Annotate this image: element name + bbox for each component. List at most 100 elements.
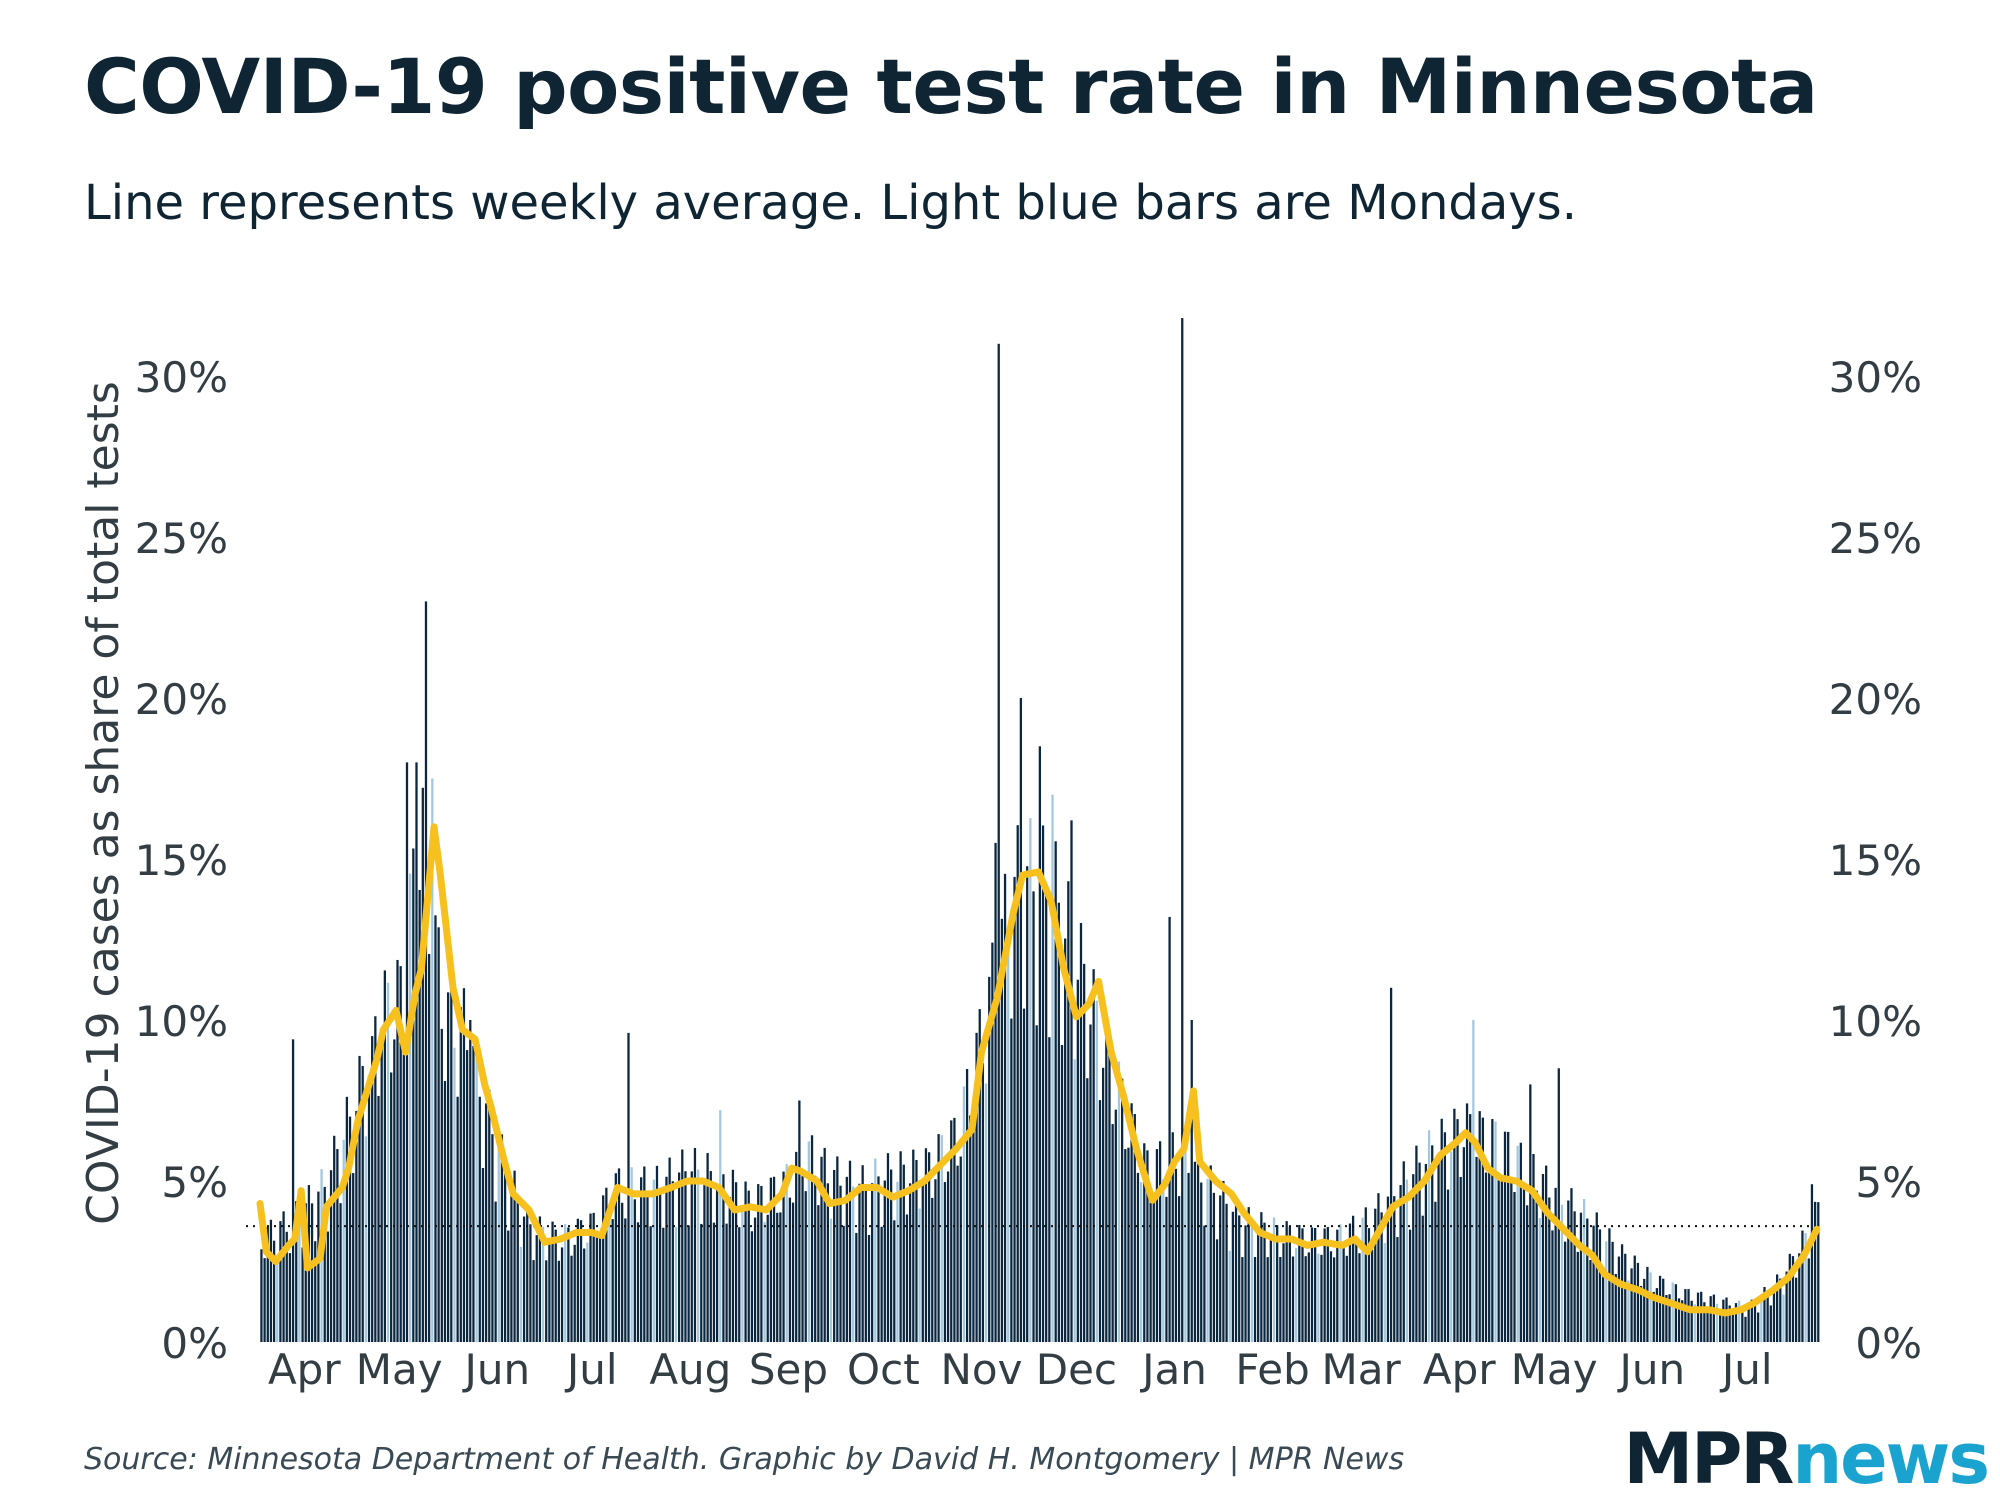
bar-day — [462, 988, 466, 1342]
bar-day — [1301, 1228, 1304, 1342]
bar-monday — [342, 1139, 345, 1342]
bar-day — [1377, 1193, 1380, 1342]
bar-day — [1481, 1117, 1484, 1342]
bar-day — [1614, 1273, 1617, 1342]
bar-day — [1608, 1228, 1611, 1342]
bar-day — [1048, 1037, 1051, 1342]
bar-day — [1187, 1172, 1190, 1342]
bar-day — [374, 1016, 377, 1342]
bar-monday — [1405, 1179, 1409, 1342]
bar-day — [994, 842, 997, 1342]
y-tick-label-left: 15% — [135, 836, 228, 885]
bar-monday — [1738, 1300, 1741, 1342]
bar-day — [1276, 1225, 1279, 1342]
bar-day — [858, 1183, 861, 1342]
bar-day — [1203, 1225, 1206, 1342]
bar-day — [1459, 1176, 1462, 1342]
bar-monday — [940, 1135, 943, 1342]
bar-day — [1725, 1297, 1728, 1342]
bar-day — [1089, 1024, 1092, 1342]
bar-day — [1212, 1192, 1216, 1342]
bar-day — [1741, 1307, 1744, 1342]
bar-day — [1152, 1197, 1155, 1342]
bar-day — [1684, 1289, 1687, 1342]
bar-day — [1668, 1294, 1671, 1342]
bar-day — [655, 1165, 659, 1342]
bar-day — [1200, 1182, 1203, 1342]
x-tick-label: Mar — [1322, 1345, 1402, 1394]
bar-day — [1772, 1285, 1776, 1342]
bar-monday — [896, 1181, 899, 1342]
bar-day — [621, 1202, 624, 1342]
bar-day — [545, 1260, 548, 1342]
bar-day — [715, 1186, 719, 1342]
bar-day — [1067, 881, 1070, 1342]
bar-day — [611, 1219, 614, 1342]
bar-monday — [1671, 1282, 1674, 1342]
bar-day — [1146, 1150, 1149, 1342]
bar-day — [1158, 1141, 1162, 1342]
x-tick-label: Feb — [1235, 1345, 1309, 1394]
bar-day — [1098, 1100, 1102, 1342]
bar-day — [1526, 1205, 1529, 1342]
y-tick-label-right: 5% — [1855, 1158, 1922, 1207]
bar-day — [589, 1213, 592, 1342]
bar-day — [1703, 1302, 1706, 1342]
bar-monday — [1317, 1253, 1320, 1342]
bar-monday — [630, 1167, 633, 1342]
bar-day — [1092, 969, 1095, 1342]
bar-day — [1415, 1145, 1418, 1342]
bar-monday — [1339, 1224, 1342, 1342]
bar-day — [478, 1096, 481, 1342]
bar-day — [1402, 1161, 1405, 1342]
bar-day — [529, 1224, 532, 1342]
bar-monday — [1139, 1182, 1143, 1342]
bar-day — [402, 1035, 405, 1342]
bar-day — [1440, 1118, 1443, 1342]
bar-day — [1045, 889, 1048, 1342]
bar-day — [1674, 1284, 1678, 1342]
weekly-average-group — [256, 823, 1821, 1317]
bar-day — [1431, 1145, 1434, 1342]
bar-day — [1639, 1285, 1643, 1342]
bar-day — [285, 1231, 288, 1342]
bar-day — [1079, 923, 1083, 1342]
bar-day — [1446, 1189, 1450, 1342]
bar-day — [1022, 1008, 1026, 1342]
bar-monday — [1715, 1303, 1719, 1342]
bar-day — [1598, 1229, 1602, 1342]
bar-day — [576, 1218, 580, 1342]
bar-day — [867, 1235, 871, 1342]
bar-day — [1367, 1228, 1371, 1342]
bar-monday — [1760, 1296, 1763, 1342]
bar-day — [326, 1231, 330, 1342]
bar-day — [1690, 1300, 1693, 1342]
bar-day — [937, 1134, 940, 1342]
bar-day — [1794, 1277, 1798, 1342]
bar-day — [1370, 1249, 1374, 1342]
bar-day — [355, 1110, 358, 1342]
bar-day — [760, 1185, 763, 1342]
bar-day — [510, 1184, 513, 1342]
bar-day — [1209, 1165, 1212, 1342]
bar-day — [380, 1042, 383, 1342]
bar-monday — [1272, 1217, 1276, 1342]
bar-day — [1266, 1257, 1269, 1342]
bar-day — [617, 1168, 621, 1342]
bar-day — [592, 1212, 595, 1342]
x-tick-label: Dec — [1036, 1345, 1117, 1394]
bar-day — [383, 970, 386, 1342]
y-axis-right: 0% 5% 10% 15% 20% 25% 30% — [1829, 353, 1922, 1368]
x-tick-label: May — [356, 1345, 443, 1394]
bar-day — [1646, 1266, 1649, 1342]
bar-day — [1636, 1262, 1640, 1342]
bar-day — [1817, 1202, 1820, 1342]
bar-monday — [519, 1246, 523, 1342]
bar-day — [700, 1223, 703, 1342]
bar-monday — [918, 1208, 921, 1342]
bar-day — [877, 1176, 880, 1342]
bar-monday — [852, 1186, 855, 1342]
bar-day — [348, 1116, 352, 1342]
bar-day — [1535, 1190, 1538, 1342]
bar-day — [1076, 979, 1079, 1342]
